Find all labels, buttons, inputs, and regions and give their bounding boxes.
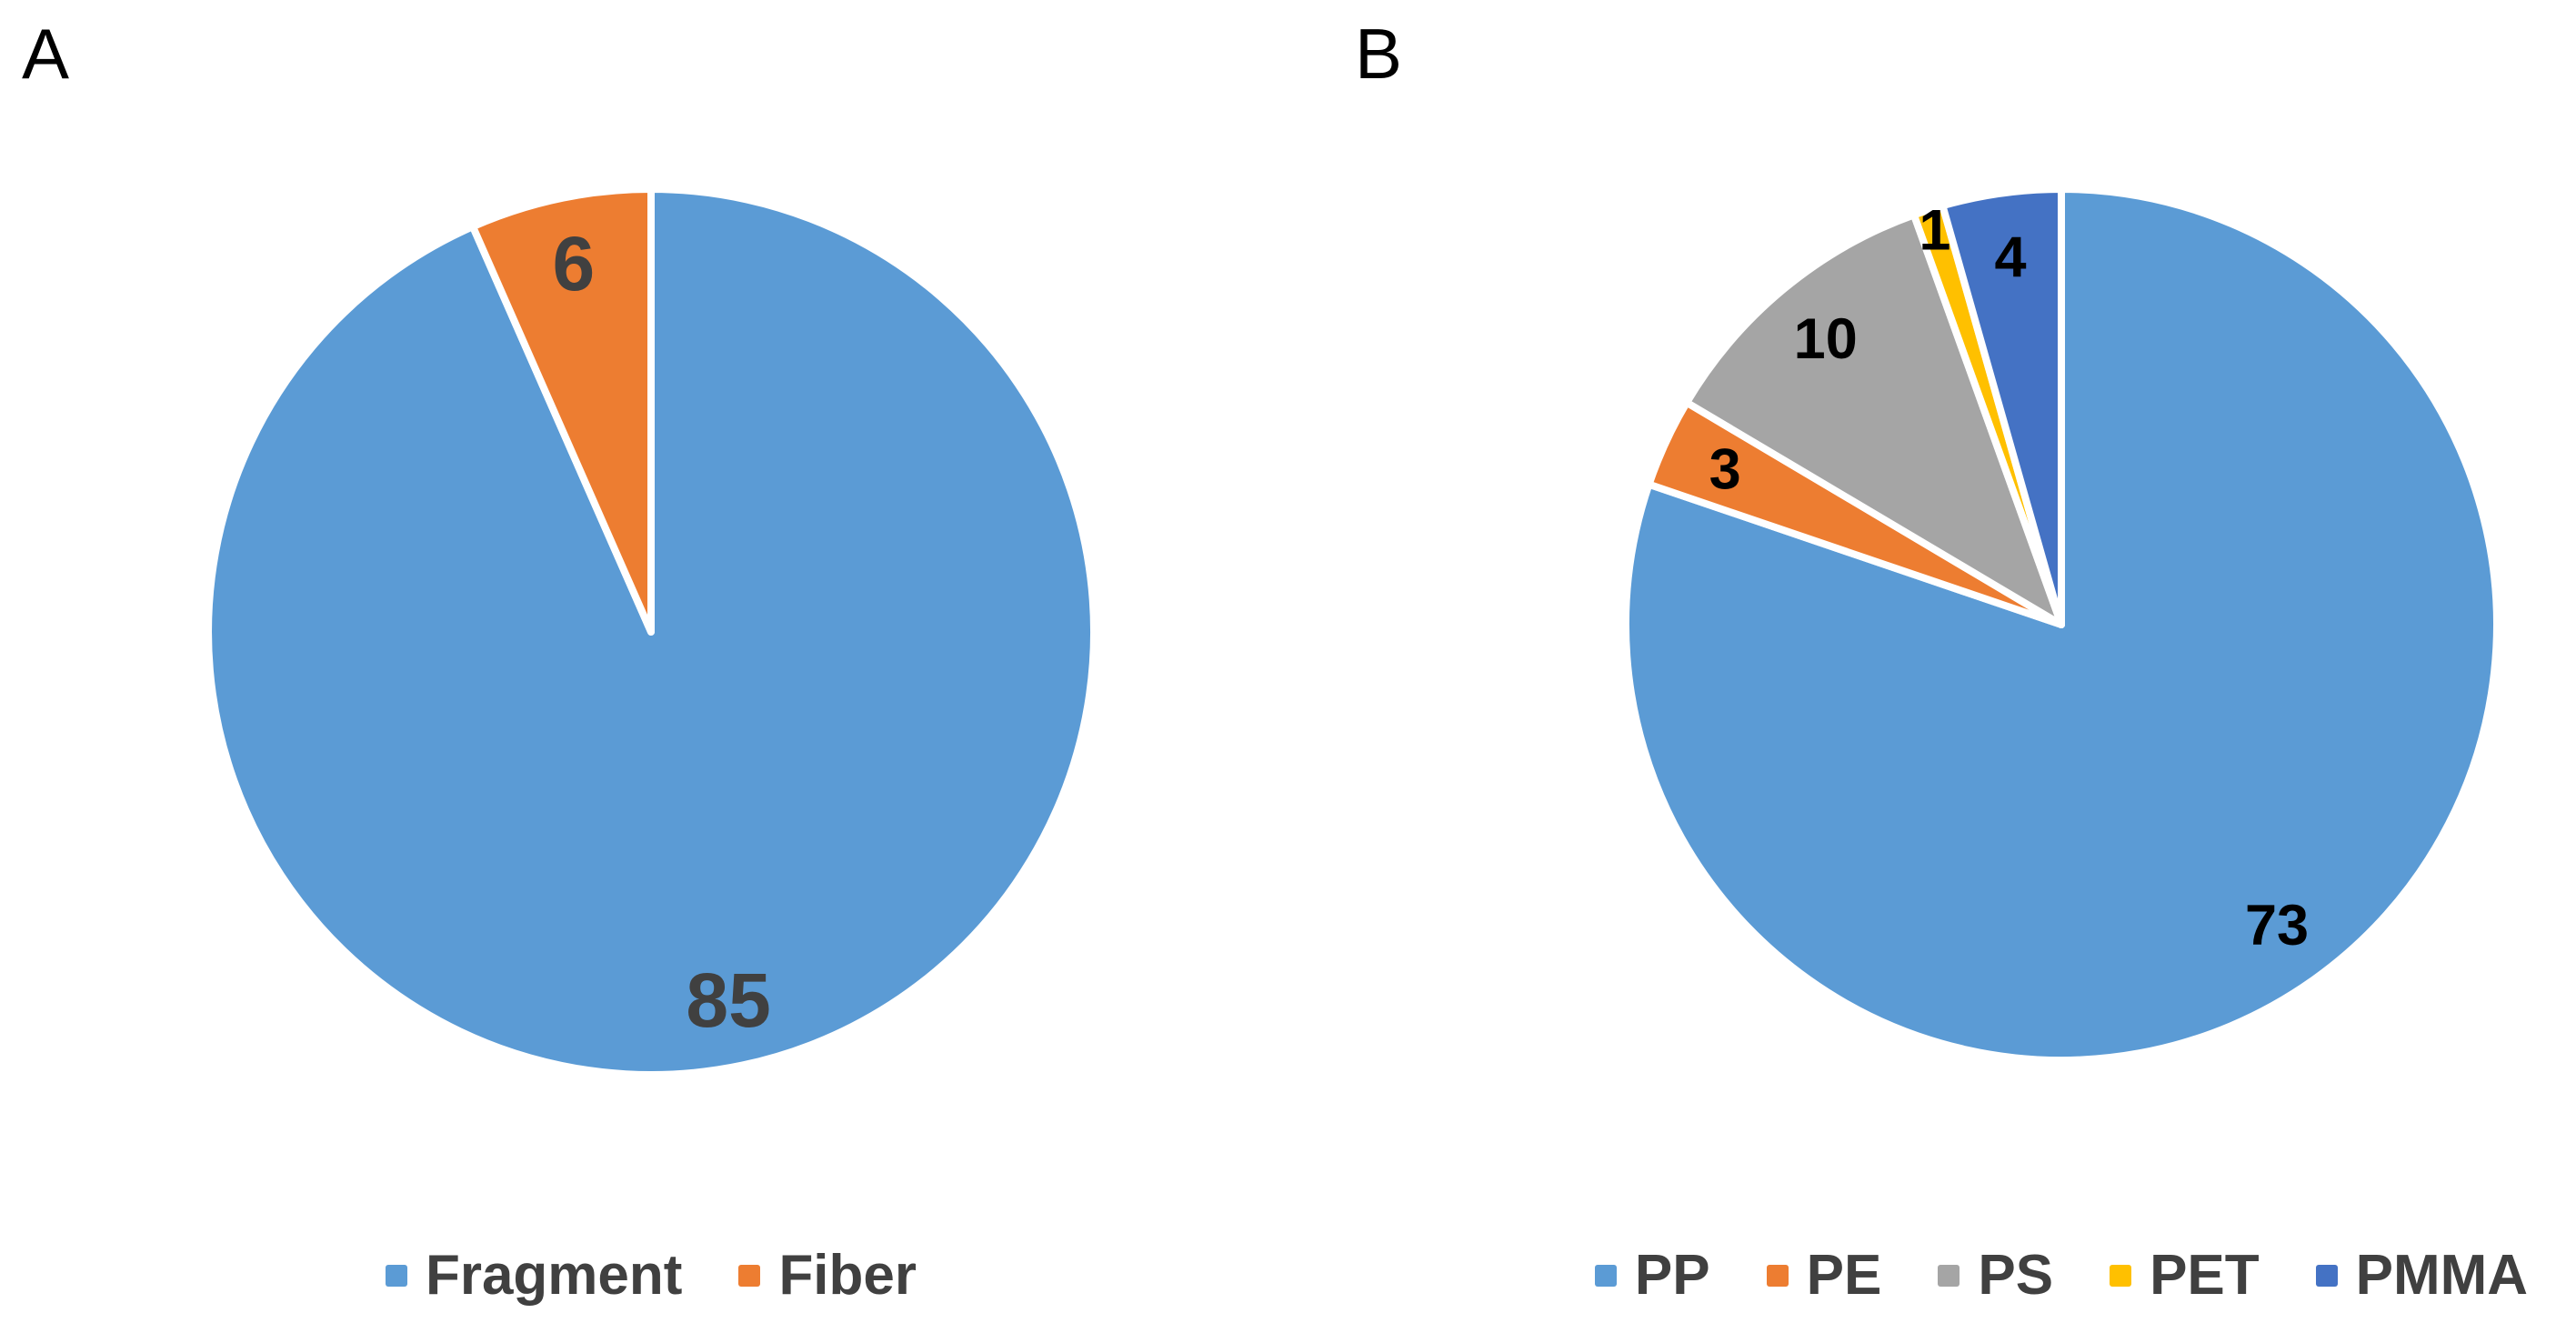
legend-swatch-pmma bbox=[2315, 1264, 2338, 1287]
legend-swatch-pe bbox=[1766, 1264, 1789, 1287]
legend-item-pet: PET bbox=[2110, 1243, 2260, 1308]
legend-label-pmma: PMMA bbox=[2355, 1244, 2529, 1307]
legend-swatch-ps bbox=[1938, 1264, 1960, 1287]
pie-slice-fiber bbox=[469, 185, 655, 636]
data-label-pe: 3 bbox=[1709, 438, 1741, 502]
legend-swatch-fiber bbox=[738, 1264, 761, 1287]
panel-label-a: A bbox=[22, 14, 70, 94]
legend-item-pp: PP bbox=[1594, 1243, 1710, 1308]
data-label-fiber: 6 bbox=[553, 221, 596, 306]
data-label-fragment: 85 bbox=[686, 957, 770, 1043]
legend-particle-shape: Fragment Fiber bbox=[133, 1232, 1169, 1318]
pie-chart-polymer-type: 73 3 10 1 4 bbox=[1622, 185, 2501, 1064]
legend-item-ps: PS bbox=[1938, 1243, 2053, 1308]
legend-swatch-pp bbox=[1594, 1264, 1617, 1287]
legend-item-fiber: Fiber bbox=[738, 1243, 917, 1308]
legend-item-fragment: Fragment bbox=[385, 1243, 683, 1308]
legend-label-pp: PP bbox=[1634, 1244, 1710, 1307]
legend-label-fragment: Fragment bbox=[425, 1244, 683, 1307]
pie-slice-pmma bbox=[1939, 185, 2065, 628]
data-label-pp: 73 bbox=[2245, 894, 2309, 957]
legend-swatch-pet bbox=[2110, 1264, 2132, 1287]
panel-label-b: B bbox=[1355, 14, 1403, 94]
legend-polymer-type: PP PE PS PET PMMA bbox=[1543, 1232, 2576, 1318]
legend-item-pe: PE bbox=[1766, 1243, 1882, 1308]
pie-slice-ps bbox=[1683, 211, 2065, 628]
legend-label-pe: PE bbox=[1806, 1244, 1882, 1307]
data-label-pmma: 4 bbox=[1994, 226, 2026, 290]
legend-swatch-fragment bbox=[385, 1264, 407, 1287]
data-label-ps: 10 bbox=[1794, 307, 1858, 371]
pie-chart-particle-shape: 85 6 bbox=[205, 185, 1098, 1078]
legend-label-ps: PS bbox=[1978, 1244, 2054, 1307]
legend-label-fiber: Fiber bbox=[778, 1244, 917, 1307]
data-label-pet: 1 bbox=[1919, 199, 1950, 263]
legend-item-pmma: PMMA bbox=[2315, 1243, 2529, 1308]
legend-label-pet: PET bbox=[2150, 1244, 2260, 1307]
